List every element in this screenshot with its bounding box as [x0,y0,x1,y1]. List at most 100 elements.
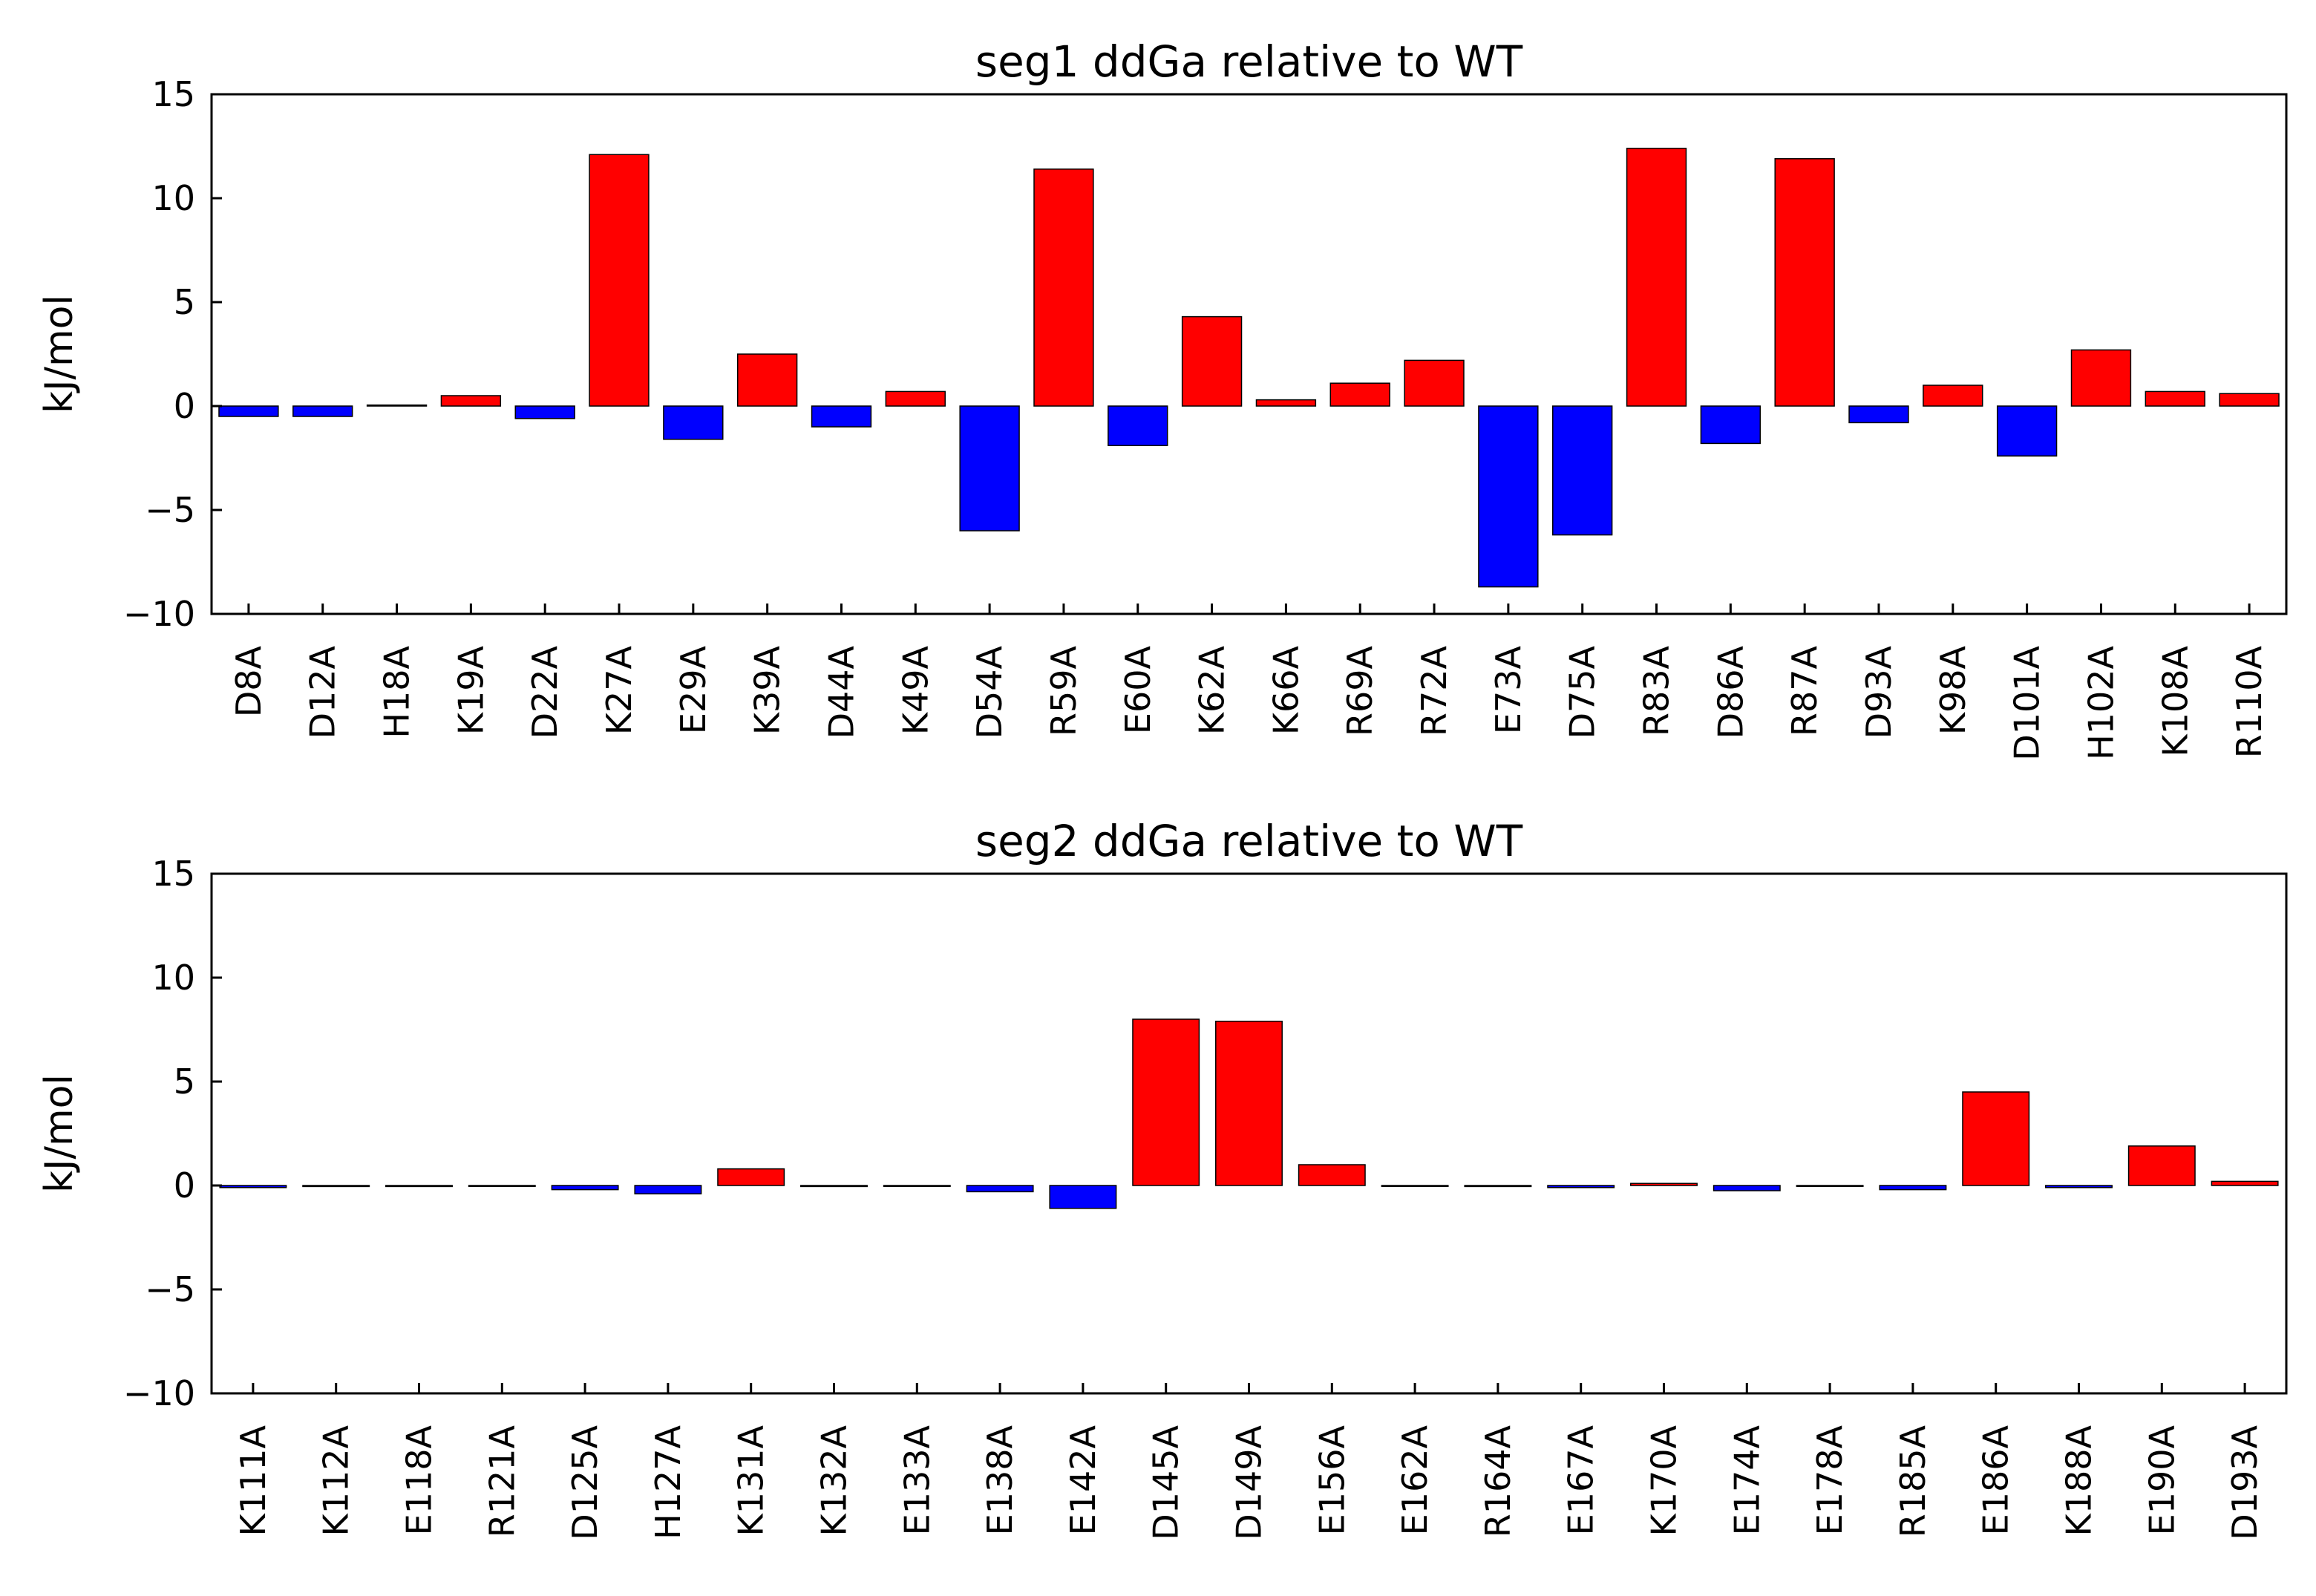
bar-E29A [663,405,724,440]
y-tick-label: 15 [151,74,195,114]
x-tick-label: H127A [648,1425,688,1539]
chart-seg2: seg2 ddGa relative to WT kJ/mol −10 −5 0… [37,816,2288,1540]
x-tick-label: H18A [377,645,417,738]
bar-D8A [218,405,279,417]
x-tick-label: K39A [748,645,788,735]
x-tick-label: E186A [1976,1425,2016,1535]
y-tick-label: 15 [151,854,195,894]
bar-K112A [302,1185,370,1188]
x-tick-label: K66A [1266,645,1306,735]
x-tick-label: K188A [2059,1425,2099,1536]
bar-K132A [800,1185,868,1188]
axes [210,872,2288,1395]
x-tick-label: D54A [969,645,1010,739]
y-tick-label: 5 [174,282,195,322]
y-axis-label: kJ/mol [37,1074,82,1193]
x-tick-label: D22A [525,645,565,739]
bar-K131A [717,1168,785,1186]
bar-E186A [1962,1091,2030,1186]
bar-group [218,148,2280,588]
x-tick-label: D101A [2007,645,2047,760]
bar-R69A [1329,382,1390,407]
x-tick-label: E156A [1312,1425,1352,1535]
bar-E73A [1478,405,1539,588]
bar-D54A [959,405,1020,532]
bar-D193A [2211,1180,2279,1186]
x-tick-label: D8A [229,645,269,717]
bar-K27A [589,154,650,407]
x-tick-label: R87A [1785,645,1825,736]
x-tick-label: R72A [1414,645,1454,736]
bar-E156A [1298,1164,1366,1186]
y-tick-label: 10 [151,178,195,218]
bar-D75A [1552,405,1613,536]
x-tick-label: D12A [303,645,343,739]
x-tick-label: E60A [1118,645,1158,734]
x-tick-label: K62A [1192,645,1232,735]
x-tick-label: K132A [814,1425,854,1536]
bar-R164A [1464,1185,1532,1188]
x-tick-labels: D8A D12A H18A K19A D22A K27A E29A K39A D44A K49A D… [229,645,2269,760]
x-tick-label: D125A [565,1425,605,1540]
x-tick-label: R59A [1044,645,1084,736]
bar-K62A [1181,315,1243,407]
x-tick-label: E138A [980,1425,1020,1535]
x-tick-label: K19A [451,645,491,735]
bar-K188A [2045,1185,2113,1188]
y-ticks: −10 −5 0 5 10 15 [123,74,195,634]
chart-title: seg1 ddGa relative to WT [975,36,1523,87]
bar-E178A [1796,1185,1864,1187]
bar-K170A [1630,1183,1698,1186]
bar-E60A [1108,405,1168,446]
bar-R72A [1404,359,1465,407]
bar-E174A [1713,1185,1781,1191]
bar-R110A [2219,393,2280,407]
bar-D93A [1848,405,1909,424]
x-tick-label: E29A [673,645,713,734]
x-tick-label: D145A [1146,1425,1186,1540]
x-tick-label: D44A [821,645,861,739]
y-tick-label: 5 [174,1062,195,1102]
x-tick-label: E142A [1063,1425,1103,1535]
bar-D86A [1700,405,1761,445]
x-tick-label: E118A [399,1425,439,1535]
x-tick-label: R69A [1340,645,1380,736]
y-tick-label: 0 [174,1165,195,1206]
bar-K19A [440,395,502,407]
bar-D101A [1996,405,2058,457]
bar-K39A [736,353,798,407]
bar-R121A [468,1185,536,1187]
x-tick-label: D149A [1229,1425,1269,1540]
x-tick-label: D193A [2225,1425,2265,1540]
x-tick-label: K98A [1933,645,1973,735]
bar-D145A [1132,1018,1200,1186]
x-tick-label: K131A [731,1425,771,1536]
x-tick-label: E133A [897,1425,937,1535]
x-tick-label: D93A [1859,645,1899,739]
x-tick-label: E73A [1488,645,1528,734]
y-tick-label: −5 [145,490,195,530]
bar-E118A [385,1185,453,1188]
bar-group [219,1018,2279,1209]
bar-R87A [1774,158,1835,407]
bar-K108A [2145,390,2205,407]
bar-E167A [1547,1185,1615,1188]
x-tick-label: K112A [316,1425,356,1536]
axes [210,93,2288,615]
bar-D12A [292,405,353,417]
x-tick-label: D75A [1563,645,1603,739]
plot-frame [210,93,2288,615]
x-tick-label: K111A [233,1425,273,1536]
bar-H127A [634,1185,702,1194]
bar-D22A [514,405,575,419]
x-tick-label: R164A [1478,1425,1518,1537]
bar-K66A [1255,399,1317,407]
bar-R83A [1626,148,1687,407]
y-axis-label: kJ/mol [37,295,82,413]
bar-E142A [1049,1185,1117,1209]
y-tick-label: 10 [151,958,195,998]
y-tick-label: −5 [145,1269,195,1309]
bar-K111A [219,1185,287,1188]
